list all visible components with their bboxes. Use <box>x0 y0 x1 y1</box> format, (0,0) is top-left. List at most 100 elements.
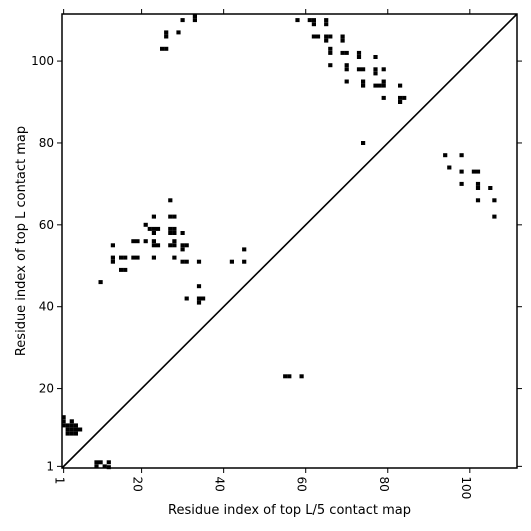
contact-point <box>73 427 78 432</box>
contact-point <box>168 198 173 203</box>
contact-point <box>119 267 124 272</box>
contact-point <box>471 169 476 174</box>
contact-point <box>168 214 173 219</box>
contact-point <box>110 259 115 264</box>
contact-point <box>328 46 333 51</box>
contact-point <box>328 63 333 68</box>
contact-point <box>176 30 181 35</box>
plot-frame <box>61 13 518 469</box>
contact-point <box>447 165 452 170</box>
contact-point <box>229 259 234 264</box>
contact-point <box>172 255 177 260</box>
contact-point <box>168 243 173 248</box>
contact-point <box>147 226 152 231</box>
x-tick-label: 60 <box>295 477 309 492</box>
contact-point <box>123 255 128 260</box>
x-axis-label: Residue index of top L/5 contact map <box>168 503 411 518</box>
contact-point <box>73 431 78 436</box>
contact-point <box>164 46 169 51</box>
contact-point <box>172 239 177 244</box>
x-tick-label: 80 <box>377 477 391 492</box>
contact-point <box>73 423 78 428</box>
contact-point <box>459 169 464 174</box>
contact-point <box>65 427 70 432</box>
contact-point <box>65 423 70 428</box>
contact-point <box>192 14 197 18</box>
contact-point <box>475 169 481 174</box>
contact-point <box>151 255 156 260</box>
contact-point <box>61 415 66 420</box>
contact-point <box>119 255 124 260</box>
contact-point <box>475 181 481 186</box>
contact-point <box>475 198 481 203</box>
contact-point <box>324 18 329 23</box>
contact-point <box>168 231 173 235</box>
contact-point <box>459 153 464 158</box>
contact-point <box>344 63 349 68</box>
contact-point <box>361 79 366 84</box>
y-tick-label: 60 <box>39 218 54 232</box>
contact-point <box>328 50 333 55</box>
x-tick-label: 100 <box>459 476 473 499</box>
contact-point <box>164 34 169 39</box>
contact-point <box>131 255 136 260</box>
x-tick-label: 40 <box>213 477 227 492</box>
contact-point <box>184 243 189 248</box>
contact-point <box>102 464 107 469</box>
contact-point <box>311 18 316 23</box>
contact-point <box>381 67 386 72</box>
contact-marks <box>61 14 497 470</box>
contact-point <box>151 243 156 248</box>
contact-point <box>172 231 177 235</box>
contact-point <box>373 71 378 76</box>
contact-point <box>131 239 136 244</box>
contact-point <box>344 67 349 72</box>
contact-point <box>106 465 111 470</box>
contact-point <box>123 267 128 272</box>
contact-point <box>143 222 148 227</box>
contact-point <box>180 18 185 23</box>
contact-point <box>98 460 103 465</box>
contact-point <box>459 181 464 186</box>
y-tick-label: 20 <box>39 382 54 396</box>
contact-point <box>196 259 202 264</box>
contact-point <box>307 18 312 23</box>
contact-point <box>398 100 403 104</box>
contact-point <box>98 280 103 285</box>
contact-point <box>155 226 161 231</box>
contact-point <box>184 259 189 264</box>
contact-point <box>196 284 202 289</box>
contact-point <box>373 55 378 59</box>
contact-point <box>196 300 202 305</box>
contact-point <box>402 95 407 100</box>
contact-point <box>168 226 173 231</box>
contact-point <box>299 374 304 379</box>
y-tick-label: 40 <box>39 300 54 314</box>
contact-point <box>61 419 66 424</box>
contact-point <box>287 374 292 379</box>
contact-point <box>488 186 493 190</box>
contact-point <box>110 243 115 248</box>
contact-point <box>381 83 386 88</box>
contact-point <box>180 247 185 252</box>
contact-point <box>361 83 366 88</box>
contact-point <box>143 239 148 244</box>
contact-point <box>315 34 321 39</box>
contact-point <box>443 153 448 158</box>
contact-point <box>94 464 99 469</box>
contact-point <box>196 296 202 301</box>
contact-point <box>106 460 111 465</box>
contact-point <box>398 95 403 100</box>
contact-point <box>324 38 329 43</box>
contact-point <box>356 50 362 55</box>
contact-point <box>180 243 185 248</box>
contact-point <box>344 50 349 55</box>
contact-point <box>201 296 206 301</box>
contact-point <box>135 255 140 260</box>
contact-point <box>151 239 156 244</box>
contact-point <box>381 95 386 100</box>
contact-point <box>356 55 362 59</box>
contact-point <box>172 214 177 219</box>
